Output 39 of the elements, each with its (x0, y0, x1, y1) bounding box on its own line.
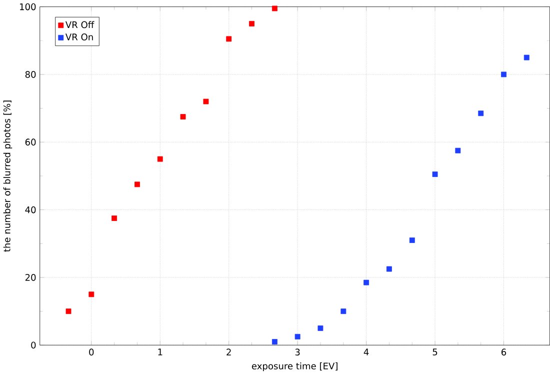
y-tick-label: 0 (31, 342, 36, 349)
y-tick-label: 60 (25, 138, 36, 146)
y-axis-title: the number of blurred photos [%] (3, 100, 12, 252)
x-tick-label: 5 (432, 348, 438, 356)
point (478, 110, 484, 116)
point (432, 172, 438, 178)
x-tick-label: 6 (502, 348, 506, 356)
point (180, 114, 186, 120)
point (294, 334, 300, 340)
y-tick-label: 100 (20, 4, 36, 10)
x-tick-label: 2 (226, 348, 231, 356)
legend-label: VR Off (65, 21, 94, 28)
point (157, 156, 163, 162)
point (364, 280, 370, 286)
point (455, 148, 461, 154)
point (134, 182, 140, 188)
point (524, 55, 530, 60)
point (340, 308, 346, 314)
x-tick-label: 1 (158, 348, 162, 356)
x-tick-label: 0 (89, 348, 94, 356)
x-tick-label: 3 (295, 348, 300, 356)
point (272, 339, 278, 345)
legend-label: VR On (65, 34, 93, 41)
point (88, 292, 94, 298)
y-tick-label: 40 (25, 206, 36, 214)
point (249, 21, 254, 27)
y-tick-label: 80 (25, 71, 36, 78)
point (386, 266, 392, 272)
point (203, 99, 209, 104)
x-tick-label: 4 (364, 348, 369, 356)
point (272, 6, 278, 12)
point (112, 216, 117, 222)
x-axis-title: exposure time [EV] (252, 362, 338, 372)
point (66, 308, 72, 314)
point (501, 72, 506, 78)
y-tick-label: 20 (25, 274, 36, 282)
point (226, 36, 232, 42)
point (318, 326, 324, 332)
point (409, 238, 415, 244)
